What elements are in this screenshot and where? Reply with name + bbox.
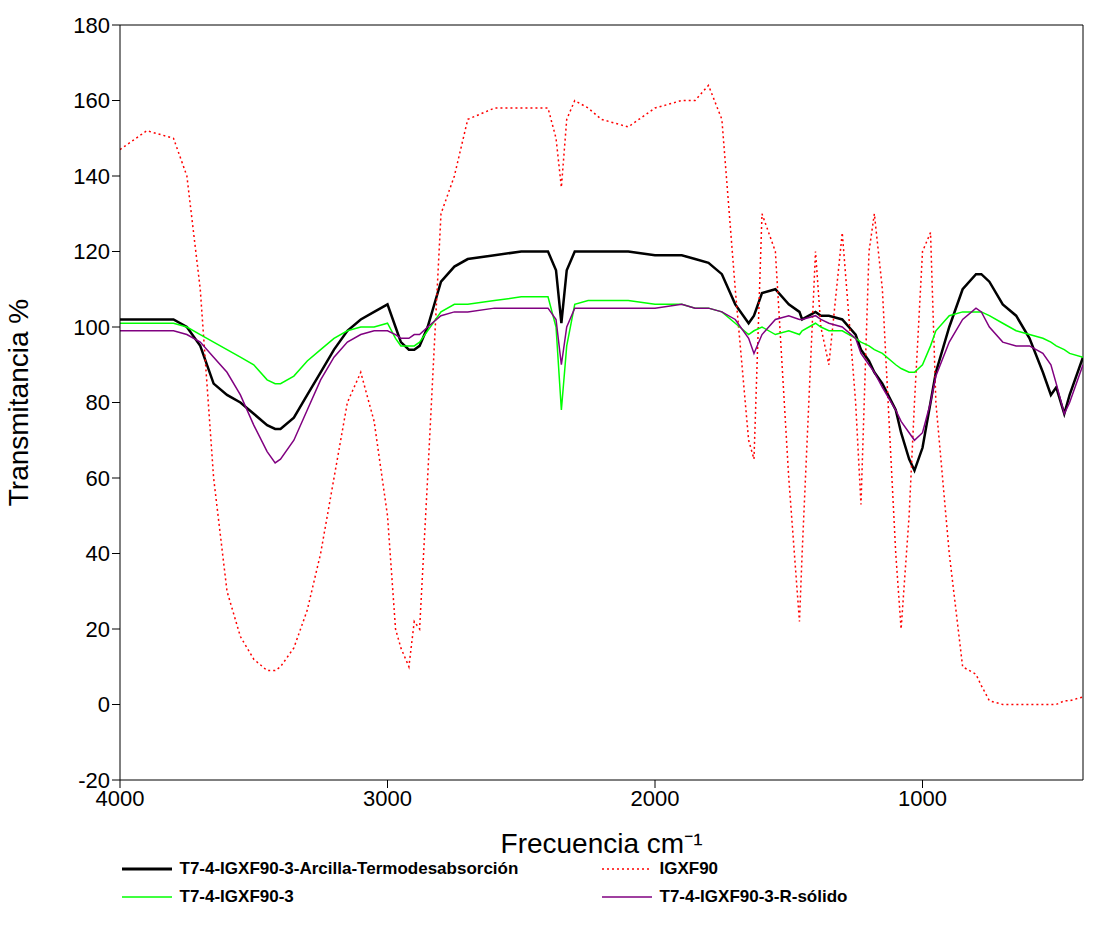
svg-text:20: 20	[86, 617, 110, 642]
svg-text:1000: 1000	[898, 786, 947, 811]
svg-text:0: 0	[98, 692, 110, 717]
svg-text:180: 180	[73, 13, 110, 38]
svg-text:100: 100	[73, 315, 110, 340]
svg-text:2000: 2000	[631, 786, 680, 811]
svg-text:160: 160	[73, 88, 110, 113]
svg-text:Frecuencia cm⁻¹: Frecuencia cm⁻¹	[501, 828, 703, 859]
svg-text:40: 40	[86, 541, 110, 566]
svg-text:4000: 4000	[95, 785, 145, 811]
html-text:IGXF90: IGXF90	[659, 859, 719, 878]
svg-text:60: 60	[86, 466, 110, 491]
svg-text:Transmitancia %: Transmitancia %	[3, 299, 34, 506]
svg-text:140: 140	[73, 164, 110, 189]
html-text:T7-4-IGXF90-3-Arcilla-Termodes: T7-4-IGXF90-3-Arcilla-Termodesabsorción	[179, 859, 519, 878]
svg-text:3000: 3000	[363, 786, 412, 811]
svg-text:120: 120	[73, 239, 110, 264]
svg-text:80: 80	[86, 390, 110, 415]
html-text:T7-4-IGXF90-3: T7-4-IGXF90-3	[179, 887, 294, 906]
html-text:T7-4-IGXF90-3-R-sólido: T7-4-IGXF90-3-R-sólido	[659, 887, 848, 906]
svg-text:-20: -20	[78, 768, 110, 793]
